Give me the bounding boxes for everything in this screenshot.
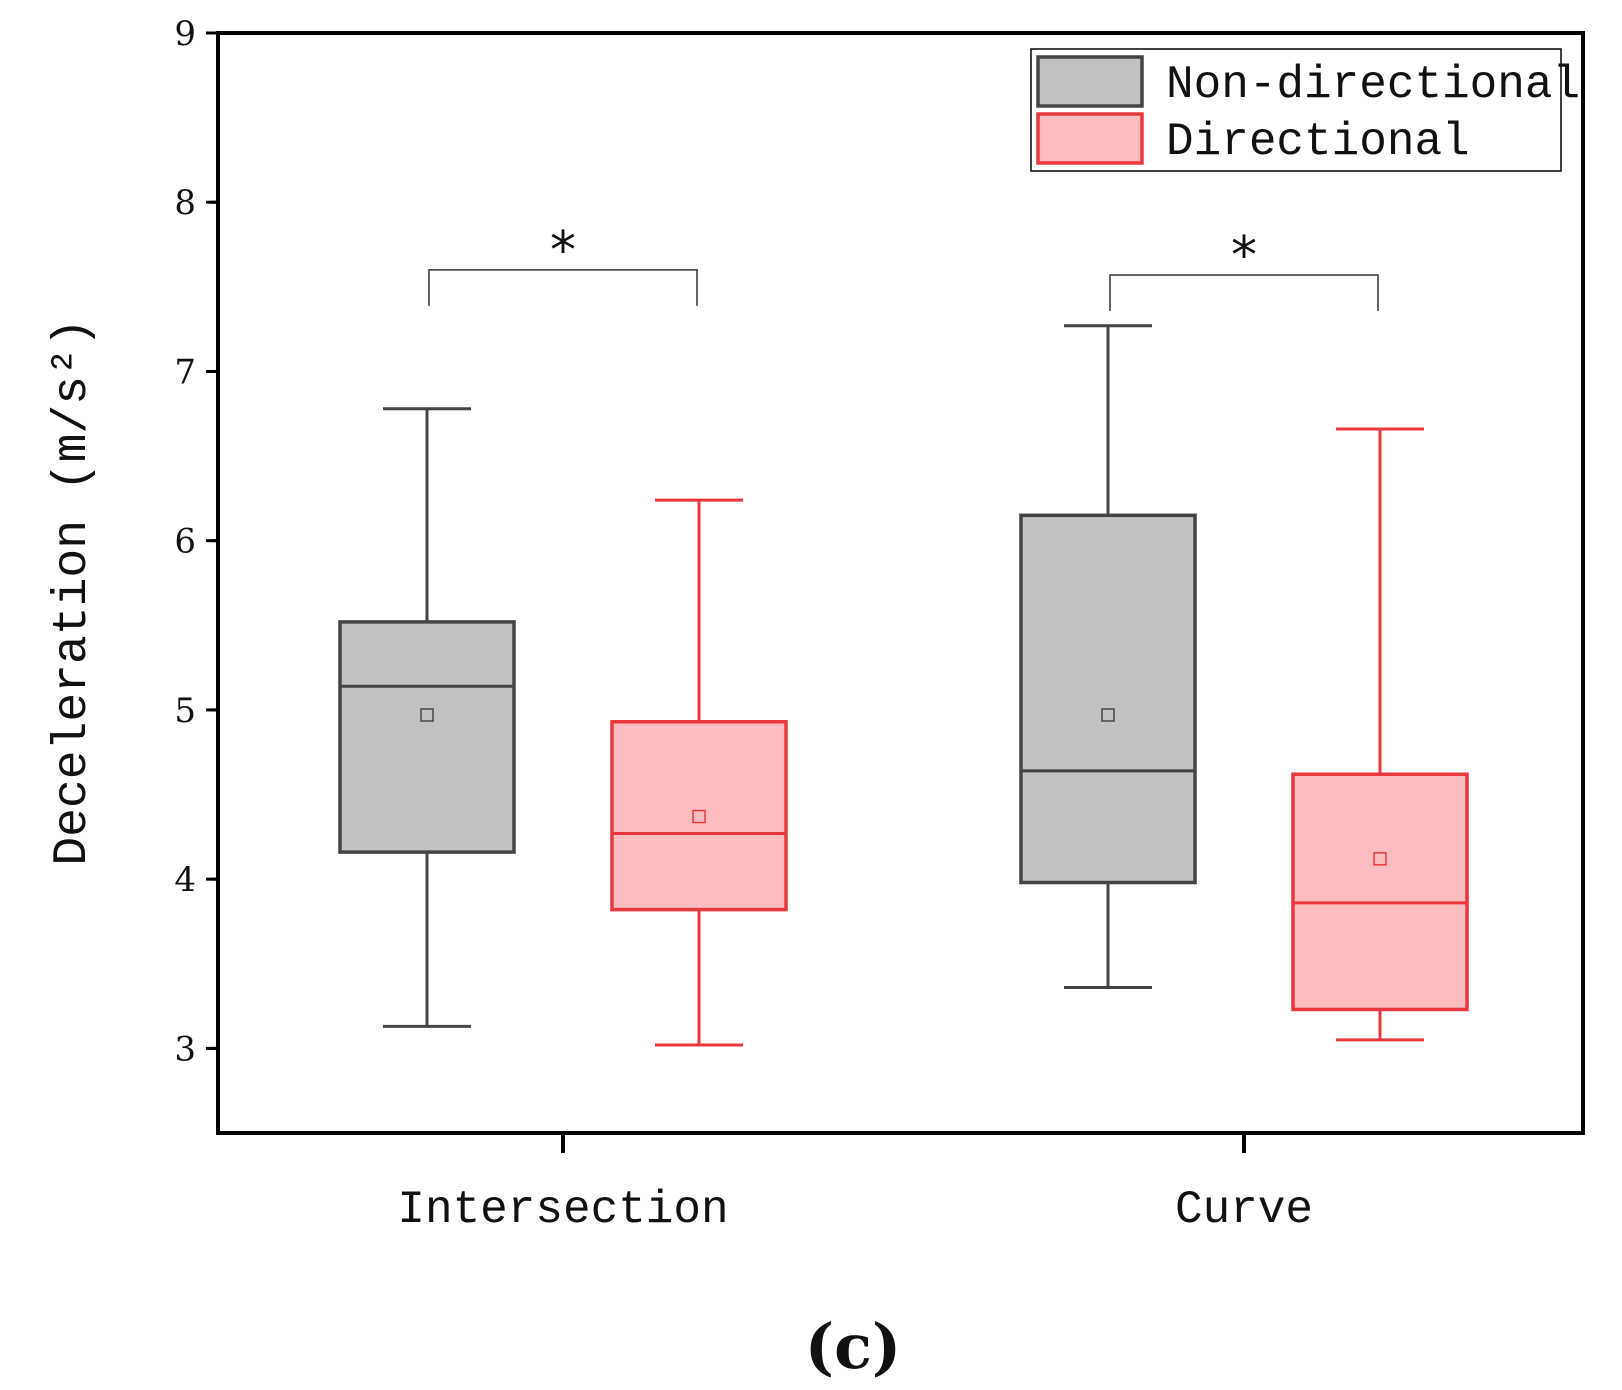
axes-layer: 3 4 5 6 7 8 9 Intersection Curve — [174, 14, 1585, 1236]
y-tick-label: 5 — [174, 691, 196, 731]
significance-marker: * — [1231, 226, 1257, 286]
box-directional-intersection — [610, 498, 788, 1047]
bracket-line — [428, 269, 698, 306]
significance-marker: * — [550, 221, 576, 281]
y-tick-label: 7 — [174, 352, 196, 392]
legend-swatch — [1036, 112, 1144, 165]
mean-marker — [692, 809, 706, 824]
legend-entry: Non-directional — [1166, 59, 1580, 111]
iqr-box — [610, 720, 788, 912]
iqr-box — [338, 620, 516, 854]
y-tick-label: 9 — [174, 14, 196, 54]
significance-bracket: * — [428, 221, 698, 306]
iqr-box — [1019, 513, 1197, 885]
y-tick-label: 8 — [174, 183, 196, 223]
y-axis-title: Deceleration (m/s²) — [46, 318, 100, 865]
mean-marker — [420, 708, 434, 722]
box-non-directional-curve — [1019, 324, 1197, 989]
y-tick-label: 3 — [174, 1029, 196, 1069]
significance-layer: * * — [428, 221, 1379, 311]
y-tick-label: 6 — [174, 522, 196, 562]
box-non-directional-intersection — [338, 407, 516, 1028]
boxes-layer — [338, 324, 1469, 1047]
panel-label: (c) — [805, 1310, 901, 1383]
mean-marker — [1373, 852, 1387, 866]
x-tick-label: Intersection — [397, 1184, 728, 1236]
box-directional-curve — [1291, 427, 1469, 1042]
y-tick-label: 4 — [174, 860, 196, 900]
legend-swatch — [1036, 55, 1144, 108]
iqr-box — [1291, 772, 1469, 1012]
x-tick-label: Curve — [1175, 1184, 1313, 1236]
mean-marker — [1101, 708, 1115, 722]
significance-bracket: * — [1109, 226, 1379, 311]
plot-frame — [216, 31, 1585, 1135]
legend-entry: Directional — [1166, 116, 1470, 168]
bracket-line — [1109, 274, 1379, 311]
